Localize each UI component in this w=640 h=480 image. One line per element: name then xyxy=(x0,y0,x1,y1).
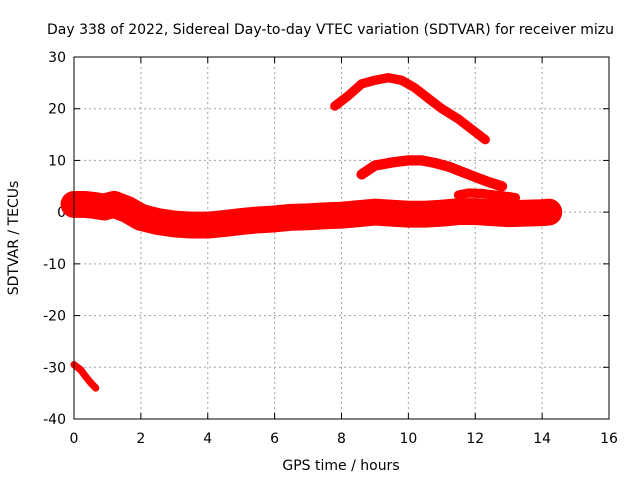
y-tick-label: 30 xyxy=(48,50,66,66)
series-upper-arc xyxy=(330,73,490,145)
x-axis-label: GPS time / hours xyxy=(282,458,399,474)
x-tick-label: 4 xyxy=(203,431,212,447)
x-tick-label: 14 xyxy=(533,431,551,447)
y-tick-label: 0 xyxy=(57,205,66,221)
x-tick-label: 6 xyxy=(270,431,279,447)
y-tick-label: 20 xyxy=(48,102,66,118)
plot-frame xyxy=(73,56,610,420)
x-tick-label: 10 xyxy=(399,431,417,447)
y-tick-label: -20 xyxy=(43,309,66,325)
series-early-negative xyxy=(70,361,100,392)
x-tick-label: 2 xyxy=(136,431,145,447)
series-lower-arc xyxy=(453,188,521,203)
series-main-band xyxy=(60,190,563,239)
y-tick-label: -30 xyxy=(43,360,66,376)
series-layer xyxy=(60,73,563,392)
y-tick-label: -40 xyxy=(43,412,66,428)
y-tick-label: 10 xyxy=(48,153,66,169)
x-tick-label: 0 xyxy=(70,431,79,447)
series-middle-arc xyxy=(356,155,508,192)
x-tick-label: 16 xyxy=(600,431,618,447)
tick-layer: 0 2 4 6 8 10 12 14 16 -40 -30 -20 -10 0 10 20 30 xyxy=(43,50,618,447)
x-tick-label: 12 xyxy=(466,431,484,447)
x-tick-label: 8 xyxy=(337,431,346,447)
y-tick-label: -10 xyxy=(43,257,66,273)
chart-title: Day 338 of 2022, Sidereal Day-to-day VTE… xyxy=(47,22,614,38)
grid-layer xyxy=(74,57,609,419)
y-axis-label: SDTVAR / TECUs xyxy=(6,181,22,296)
